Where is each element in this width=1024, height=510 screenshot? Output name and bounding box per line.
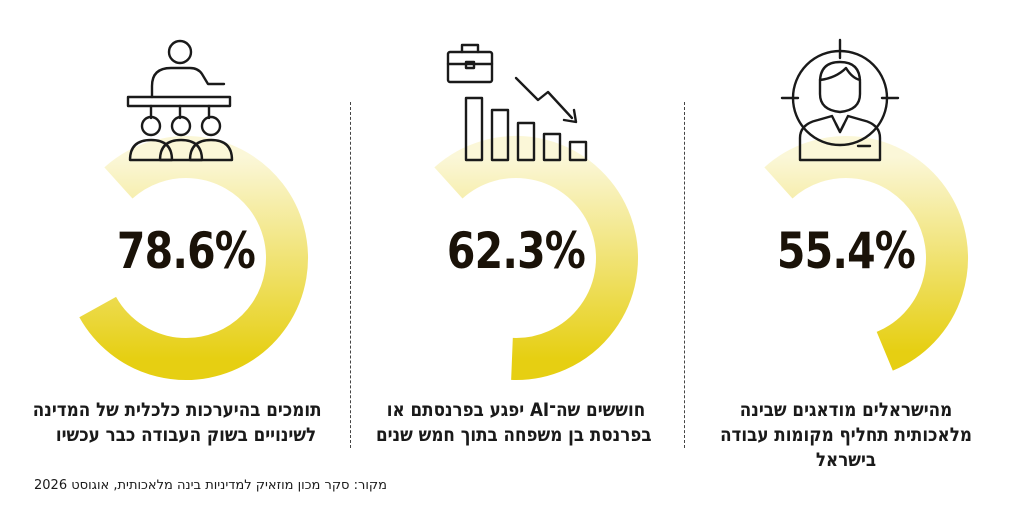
caption-support: תומכים בהיערכות כלכלית של המדינה לשינויי… <box>32 398 322 448</box>
source-note: מקור: סקר מכון מוזאיק למדיניות בינה מלאכ… <box>34 478 387 493</box>
stat-panel-worry: 55.4% מהישראלים מודאגים שבינה מלאכותית ת… <box>686 0 1006 480</box>
donut-fear <box>434 43 638 380</box>
donut-support <box>79 39 308 380</box>
divider-right <box>684 102 685 448</box>
caption-fear: חוששים שה־AI יפגע בפרנסתם או בפרנסת בן מ… <box>375 398 652 448</box>
briefcase-declining-bars-icon <box>446 43 588 162</box>
value-label-worry: 55.4% <box>776 222 916 280</box>
value-label-support: 78.6% <box>116 222 256 280</box>
caption-line: חוששים שה־AI יפגע בפרנסתם או <box>386 399 646 421</box>
donut-arc-fear <box>434 136 638 380</box>
divider-left <box>350 102 351 448</box>
caption-line: תומכים בהיערכות כלכלית של המדינה <box>32 399 322 421</box>
caption-line: מלאכותית תחליף מקומות עבודה <box>720 424 972 446</box>
stat-panel-support: 78.6% תומכים בהיערכות כלכלית של המדינה ל… <box>26 0 346 480</box>
caption-worry: מהישראלים מודאגים שבינה מלאכותית תחליף מ… <box>710 398 981 473</box>
lecturer-audience-icon <box>126 39 234 162</box>
caption-line: מהישראלים מודאגים שבינה <box>739 399 953 421</box>
caption-line: לשינויים בשוק העבודה כבר עכשיו <box>55 424 317 446</box>
stat-panel-fear: 62.3% חוששים שה־AI יפגע בפרנסתם או בפרנס… <box>356 0 676 480</box>
value-label-fear: 62.3% <box>446 222 586 280</box>
donut-worry <box>764 38 968 371</box>
caption-line: בישראל <box>815 449 877 471</box>
businessman-target-icon <box>780 38 900 162</box>
caption-line: בפרנסת בן משפחה בתוך חמש שנים <box>375 424 652 446</box>
